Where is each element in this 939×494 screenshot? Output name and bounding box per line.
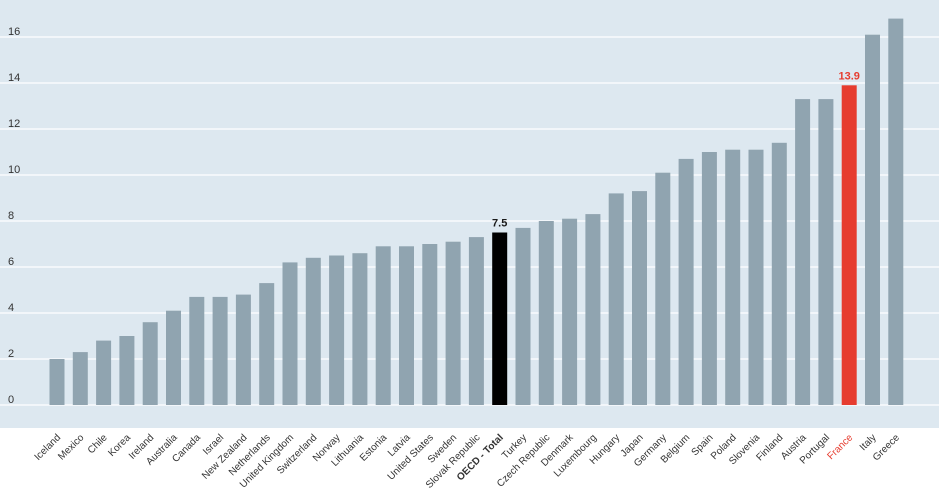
y-tick-label: 4 bbox=[8, 302, 14, 314]
bar bbox=[725, 149, 741, 405]
bar bbox=[632, 191, 647, 405]
bar bbox=[119, 336, 135, 405]
bar bbox=[515, 227, 531, 405]
y-tick-label: 8 bbox=[8, 210, 14, 222]
bar bbox=[678, 158, 694, 405]
bar bbox=[259, 283, 275, 405]
y-tick-label: 2 bbox=[8, 348, 14, 360]
bar bbox=[212, 296, 228, 405]
bar bbox=[608, 193, 624, 405]
bar bbox=[189, 296, 205, 405]
bar bbox=[282, 262, 298, 405]
x-tick-label: Mexico bbox=[56, 432, 86, 462]
x-tick-label: Estonia bbox=[358, 432, 390, 464]
data-label: 7.5 bbox=[492, 218, 507, 230]
bar bbox=[655, 172, 671, 405]
bar bbox=[562, 218, 578, 405]
bar bbox=[701, 152, 717, 405]
bar bbox=[329, 255, 345, 405]
y-tick-label: 10 bbox=[8, 164, 20, 176]
bar bbox=[72, 352, 88, 405]
x-tick-label: Finland bbox=[754, 432, 785, 463]
bar bbox=[399, 246, 414, 405]
bars bbox=[49, 18, 904, 406]
bar bbox=[49, 359, 65, 405]
bar bbox=[748, 149, 764, 405]
bar bbox=[468, 237, 484, 405]
y-tick-label: 0 bbox=[8, 394, 14, 406]
y-tick-label: 16 bbox=[8, 26, 20, 38]
bar bbox=[538, 221, 554, 405]
bar bbox=[888, 18, 904, 405]
data-labels: 7.5 13.9 bbox=[492, 70, 860, 229]
bar bbox=[585, 214, 601, 405]
y-tick-label: 14 bbox=[8, 72, 20, 84]
bar bbox=[445, 241, 461, 405]
bar bbox=[142, 322, 158, 405]
bar bbox=[795, 99, 811, 405]
y-tick-label: 6 bbox=[8, 256, 14, 268]
y-tick-label: 12 bbox=[8, 118, 20, 130]
bar bbox=[235, 294, 251, 405]
bar bbox=[305, 257, 321, 405]
data-label: 13.9 bbox=[838, 70, 859, 82]
bar bbox=[166, 310, 181, 405]
bar bbox=[841, 85, 857, 406]
bar bbox=[818, 99, 834, 405]
bar bbox=[96, 340, 112, 405]
bar bbox=[352, 253, 368, 405]
bar bbox=[422, 244, 438, 405]
x-tick-label: France bbox=[826, 432, 856, 462]
y-axis-ticks: 0 2 4 6 8 10 12 14 16 bbox=[8, 26, 20, 406]
bar bbox=[865, 34, 880, 405]
bar bbox=[375, 246, 391, 405]
bar bbox=[771, 142, 787, 406]
bar bbox=[492, 232, 508, 405]
x-tick-label: Greece bbox=[871, 432, 902, 463]
